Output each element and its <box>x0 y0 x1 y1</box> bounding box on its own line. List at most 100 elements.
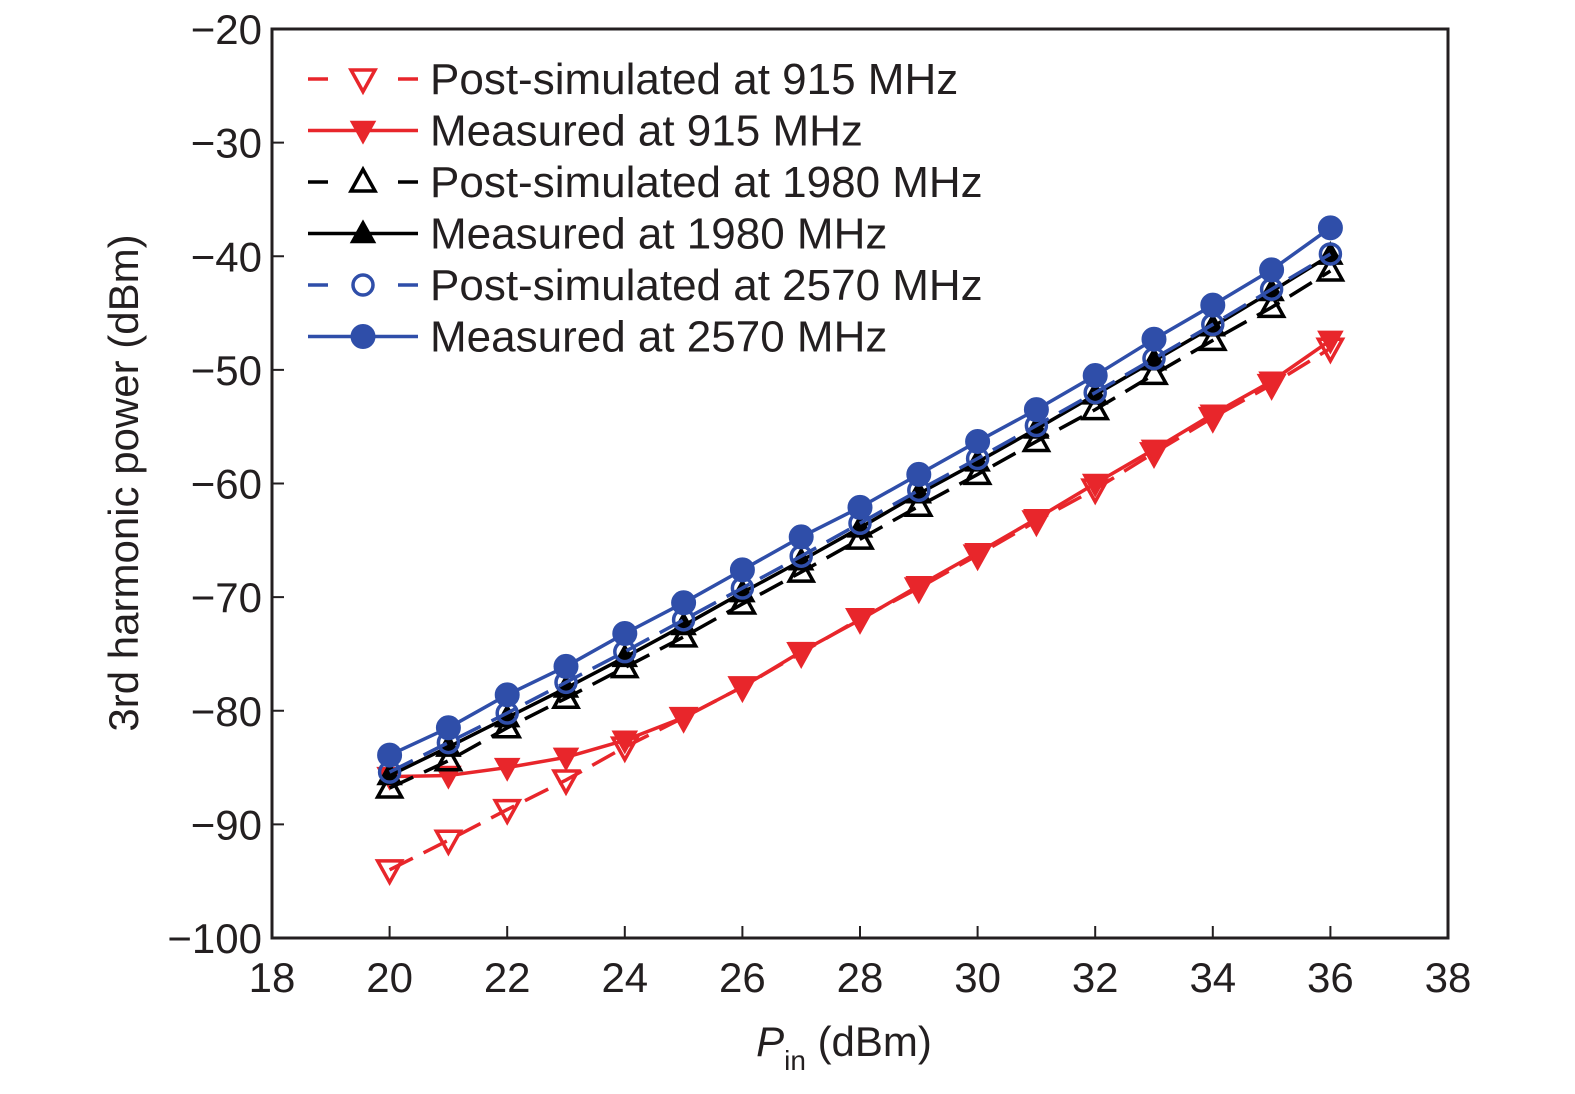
legend-label: Post-simulated at 1980 MHz <box>430 158 983 207</box>
legend-label: Measured at 1980 MHz <box>430 210 887 259</box>
x-tick-label: 20 <box>366 954 413 1001</box>
x-tick-label: 18 <box>249 954 296 1001</box>
data-point <box>1197 324 1228 352</box>
data-point <box>435 715 461 741</box>
data-point <box>1259 257 1285 283</box>
data-point <box>494 682 520 708</box>
data-point <box>374 771 405 799</box>
tick-labels-layer: 18 20 22 24 26 28 30 32 34 36 38 −20 −30 −40 −50 −60 −70… <box>167 6 1471 1001</box>
y-tick-label: −20 <box>191 6 262 53</box>
data-point <box>492 798 523 826</box>
data-point <box>1141 326 1167 352</box>
legend-item: Measured at 1980 MHz <box>308 210 887 259</box>
data-point <box>433 829 464 857</box>
data-point <box>729 677 756 702</box>
series-post-simulated-at-1980-mhz <box>374 254 1346 799</box>
data-point <box>435 765 462 790</box>
data-point <box>847 494 873 520</box>
y-tick-label: −50 <box>191 347 262 394</box>
x-tick-label: 26 <box>719 954 766 1001</box>
data-point <box>1023 508 1050 533</box>
legend-label: Post-simulated at 915 MHz <box>430 55 958 104</box>
data-point <box>788 524 814 550</box>
y-tick-label: −40 <box>191 233 262 280</box>
data-point <box>1318 242 1343 266</box>
data-point <box>1139 358 1169 386</box>
data-point <box>611 730 639 755</box>
x-tick-label: 32 <box>1072 954 1119 1001</box>
legend-label: Post-simulated at 2570 MHz <box>430 261 983 310</box>
data-point <box>612 620 638 646</box>
x-tick-label: 28 <box>837 954 884 1001</box>
y-tick-label: −60 <box>191 461 262 508</box>
legend-item: Post-simulated at 2570 MHz <box>308 261 983 310</box>
y-axis-label: 3rd harmonic power (dBm) <box>100 234 147 731</box>
data-point <box>1315 254 1346 282</box>
data-point <box>964 543 991 567</box>
data-point <box>1082 363 1108 389</box>
data-point <box>377 742 403 768</box>
legend-marker <box>351 273 375 297</box>
data-point <box>433 744 464 772</box>
y-tick-label: −100 <box>167 915 262 962</box>
y-tick-label: −30 <box>191 120 262 167</box>
x-tick-label: 22 <box>484 954 531 1001</box>
series-line <box>389 338 1332 779</box>
series-line <box>388 252 1332 774</box>
legend-marker <box>349 219 377 244</box>
data-point <box>906 461 932 487</box>
y-tick-label: −70 <box>191 574 262 621</box>
data-point <box>493 757 521 782</box>
x-tick-label: 36 <box>1307 954 1354 1001</box>
series-line <box>388 269 1332 790</box>
x-axis-label-subscript: in <box>784 1045 806 1076</box>
y-tick-label: −80 <box>191 688 262 735</box>
data-point <box>729 557 755 583</box>
legend-item: Measured at 2570 MHz <box>308 313 887 362</box>
data-point <box>1023 397 1049 423</box>
x-tick-label: 34 <box>1189 954 1236 1001</box>
series-layer <box>374 215 1346 887</box>
series-measured-at-2570-mhz <box>377 215 1343 768</box>
data-point <box>1140 439 1168 464</box>
data-point <box>962 458 993 486</box>
legend-item: Post-simulated at 1980 MHz <box>308 158 983 207</box>
x-tick-label: 24 <box>601 954 648 1001</box>
data-point <box>671 590 697 616</box>
data-point <box>1200 292 1226 318</box>
data-point <box>670 707 697 732</box>
data-point <box>1199 404 1227 429</box>
data-point <box>903 490 934 517</box>
legend-label: Measured at 915 MHz <box>430 107 863 156</box>
y-tick-label: −90 <box>191 801 262 848</box>
legend-marker <box>348 165 378 193</box>
data-point <box>1081 473 1109 498</box>
data-point <box>552 747 580 772</box>
legend-marker <box>348 68 378 96</box>
legend-label: Measured at 2570 MHz <box>430 313 887 362</box>
data-point <box>965 428 991 454</box>
data-point <box>1317 330 1344 355</box>
x-axis-label-symbol: P <box>756 1018 784 1065</box>
data-point <box>1021 425 1052 453</box>
data-point <box>1258 371 1285 396</box>
data-point <box>1317 215 1343 241</box>
data-point <box>846 610 874 634</box>
ticks-layer <box>271 28 1449 939</box>
data-point <box>1080 393 1111 421</box>
data-point <box>787 641 815 666</box>
data-point <box>553 653 579 679</box>
series-measured-at-915-mhz <box>376 330 1344 791</box>
legend-marker <box>350 324 376 349</box>
x-tick-label: 30 <box>954 954 1001 1001</box>
data-point <box>905 576 933 600</box>
legend-item: Post-simulated at 915 MHz <box>308 55 958 104</box>
data-point <box>1256 291 1287 319</box>
x-tick-label: 38 <box>1425 954 1472 1001</box>
data-point <box>374 859 405 887</box>
x-axis-label: Pin (dBm) <box>756 1018 932 1076</box>
x-axis-label-unit: (dBm) <box>806 1018 932 1065</box>
legend-marker <box>349 120 377 145</box>
